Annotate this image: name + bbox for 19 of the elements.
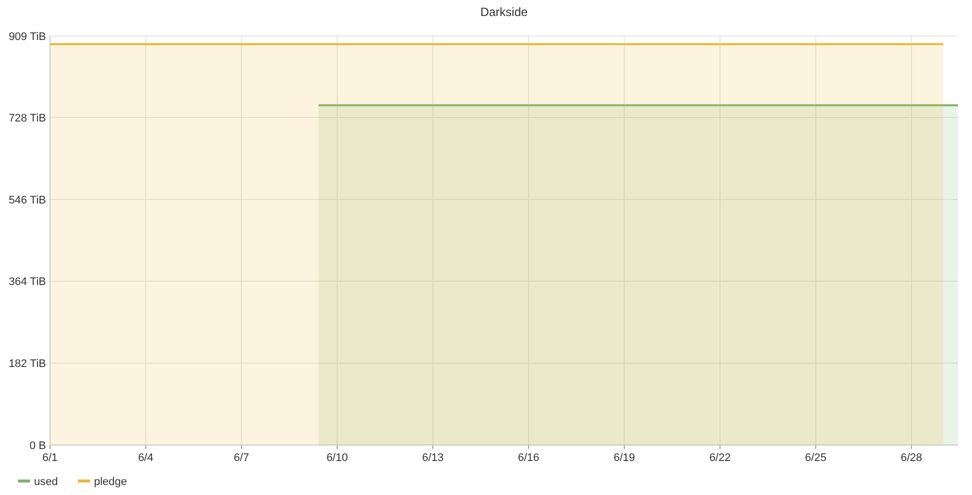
legend-label: pledge xyxy=(94,476,128,488)
x-tick-label: 6/4 xyxy=(138,452,154,464)
x-tick-label: 6/7 xyxy=(234,452,250,464)
y-tick-label: 182 TiB xyxy=(8,358,46,370)
y-tick-label: 364 TiB xyxy=(8,276,46,288)
y-tick-label: 909 TiB xyxy=(8,31,46,43)
x-tick-label: 6/28 xyxy=(900,452,922,464)
x-tick-label: 6/1 xyxy=(42,452,58,464)
y-tick-label: 0 B xyxy=(29,440,46,452)
x-tick-label: 6/10 xyxy=(326,452,348,464)
x-tick-label: 6/16 xyxy=(518,452,540,464)
x-tick-label: 6/22 xyxy=(709,452,731,464)
y-tick-label: 546 TiB xyxy=(8,194,46,206)
legend-label: used xyxy=(34,476,58,488)
y-tick-label: 728 TiB xyxy=(8,112,46,124)
x-tick-label: 6/19 xyxy=(614,452,636,464)
x-tick-label: 6/25 xyxy=(805,452,826,464)
x-tick-label: 6/13 xyxy=(422,452,444,464)
chart-title: Darkside xyxy=(480,5,528,19)
